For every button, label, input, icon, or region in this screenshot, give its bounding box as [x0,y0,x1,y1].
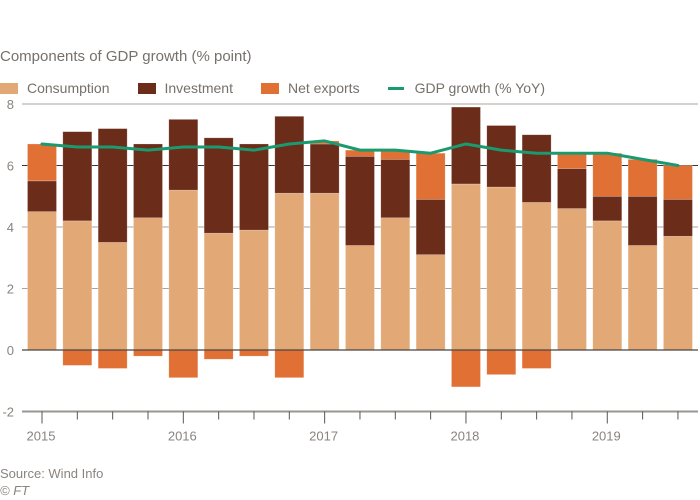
x-tick-label: 2019 [592,429,621,444]
bar-investment-2018Q3 [521,134,552,203]
bar-layer [27,106,693,388]
bar-consumption-2016Q1 [168,189,199,351]
bar-investment-2018Q2 [486,125,517,188]
bar-consumption-2015Q1 [27,211,57,351]
bar-net-exports-2018Q1 [451,349,481,388]
x-tick-label: 2015 [27,429,56,444]
bar-net-exports-2019Q1 [592,152,623,197]
bar-investment-2017Q1 [309,143,340,194]
bar-net-exports-2016Q1 [168,349,199,378]
source-note: Source: Wind Info [0,466,104,481]
legend-item-investment: Investment [137,80,233,96]
bar-consumption-2015Q4 [133,217,163,351]
bar-consumption-2017Q3 [380,217,411,351]
bar-consumption-2015Q2 [62,220,93,351]
bar-consumption-2016Q4 [274,192,305,351]
legend-swatch-gdp-growth [387,86,404,90]
bar-net-exports-2016Q2 [203,349,234,360]
bar-investment-2016Q3 [239,143,269,231]
y-tick-label: -2 [2,405,14,420]
y-tick-label: 6 [7,159,14,174]
x-tick-label: 2016 [168,429,197,444]
bar-investment-2018Q4 [557,168,587,209]
bar-investment-2015Q4 [133,143,163,219]
legend-label-consumption: Consumption [27,80,110,96]
y-tick-label: 4 [7,220,14,235]
bar-consumption-2018Q2 [486,186,517,351]
x-tick-label: 2017 [309,429,338,444]
bar-net-exports-2015Q2 [62,349,93,366]
bar-net-exports-2018Q2 [486,349,517,375]
bar-net-exports-2018Q4 [557,152,587,169]
bar-consumption-2017Q4 [415,254,446,351]
bar-consumption-2018Q3 [521,202,552,351]
bar-consumption-2017Q1 [309,192,340,351]
legend-swatch-investment [137,82,156,94]
bar-net-exports-2016Q4 [274,349,305,378]
legend: Consumption Investment Net exports GDP g… [0,79,573,97]
bar-consumption-2016Q2 [203,232,234,351]
bar-consumption-2017Q2 [345,245,375,351]
bar-net-exports-2015Q3 [97,349,128,369]
x-axis: 2015 2016 2017 2018 2019 [27,411,679,444]
bar-consumption-2016Q3 [239,229,269,351]
bar-investment-2017Q2 [345,155,375,246]
bar-investment-2015Q1 [27,180,57,212]
legend-item-gdp-growth: GDP growth (% YoY) [387,80,546,96]
y-tick-label: 8 [7,97,14,112]
x-tick-label: 2018 [450,429,479,444]
bar-consumption-2019Q2 [627,245,658,351]
legend-item-consumption: Consumption [0,80,110,96]
bar-consumption-2019Q1 [592,220,623,351]
legend-label-gdp-growth: GDP growth (% YoY) [414,80,546,96]
bar-investment-2019Q2 [627,195,658,246]
bar-net-exports-2019Q2 [627,159,658,197]
gdp-growth-line [40,139,680,167]
bar-consumption-2018Q4 [557,208,587,351]
legend-item-net-exports: Net exports [260,80,360,96]
bar-net-exports-2018Q3 [521,349,552,369]
legend-swatch-consumption [0,82,18,94]
bar-net-exports-2015Q1 [27,143,57,182]
bar-investment-2017Q4 [415,199,446,255]
y-tick-label: 2 [7,282,14,297]
bar-investment-2019Q3 [663,199,693,237]
bar-investment-2016Q1 [168,119,199,191]
bar-consumption-2019Q3 [663,235,693,351]
bar-net-exports-2016Q3 [239,349,269,357]
chart-subtitle: Components of GDP growth (% point) [0,48,252,65]
legend-label-investment: Investment [164,80,233,96]
legend-label-net-exports: Net exports [287,80,360,96]
bar-consumption-2018Q1 [451,183,481,351]
legend-swatch-net-exports [260,82,279,94]
bar-investment-2019Q1 [592,195,623,222]
bar-consumption-2015Q3 [97,242,128,351]
gdp-line-layer [40,139,680,167]
bar-net-exports-2019Q3 [663,165,693,200]
bar-investment-2017Q3 [380,159,411,219]
bar-net-exports-2017Q4 [415,152,446,200]
bar-net-exports-2015Q4 [133,349,163,357]
bar-investment-2016Q4 [274,116,305,194]
bar-investment-2016Q2 [203,137,234,234]
y-tick-label: 0 [7,343,14,358]
copyright-credit: © FT [0,483,30,498]
